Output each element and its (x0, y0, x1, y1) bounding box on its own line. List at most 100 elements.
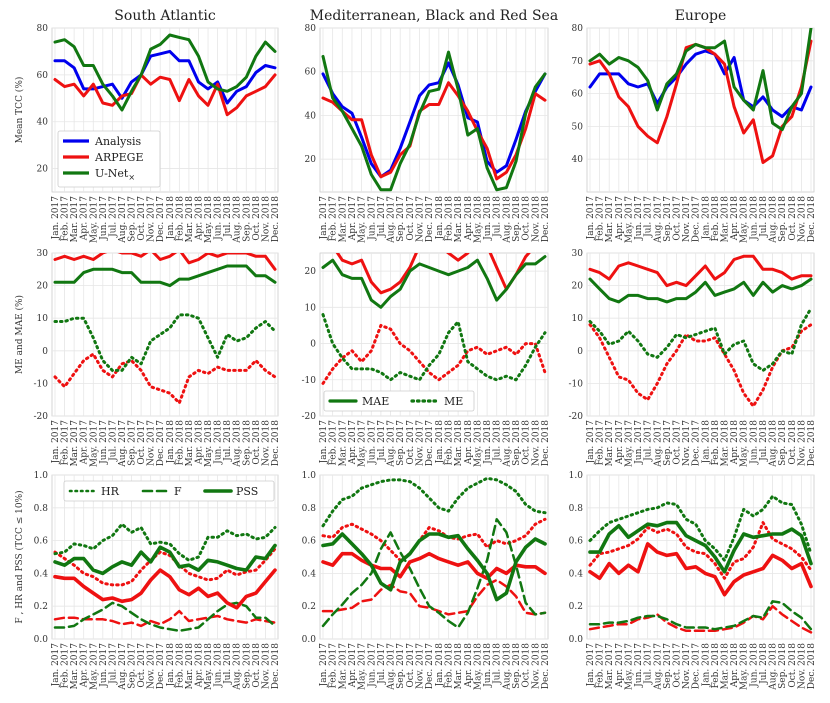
series-line-u-net-pss (53, 543, 277, 576)
y-tick-label: 1.0 (34, 471, 49, 481)
plot-area (51, 474, 279, 640)
x-tick-label: Dec. 2017 (425, 643, 435, 689)
series-line-arpege-hr (53, 547, 277, 587)
series-line-arpege-pss (321, 551, 547, 581)
x-tick-label: Oct. 2018 (788, 196, 798, 241)
x-tick-label: Aug. 2017 (387, 420, 397, 468)
legend-box (323, 390, 475, 412)
x-tick-label: Oct. 2017 (406, 196, 416, 241)
x-tick-label: Jun. 2018 (749, 420, 759, 465)
y-tick-label: 20 (37, 165, 49, 175)
legend-label: F (174, 485, 182, 498)
x-tick-label: Mar. 2017 (338, 420, 348, 467)
x-tick-label: Sep. 2017 (128, 643, 138, 689)
x-tick-label: Dec. 2017 (156, 196, 166, 242)
x-tick-label: Feb. 2017 (329, 643, 339, 689)
x-tick-label: Sep. 2018 (512, 196, 522, 242)
legend-subscript: × (128, 173, 135, 182)
x-tick-label: Oct. 2018 (788, 420, 798, 465)
x-tick-label: Jan. 2017 (51, 643, 61, 688)
y-tick-label: 0 (42, 347, 48, 357)
panel-6: -20 -10 0 10 20 30 Jan. 2017 Feb. 2017 Mar. 2017… (569, 249, 818, 468)
x-tick-label: Nov. 2017 (147, 643, 157, 689)
x-tick-label: Aug. 2017 (653, 196, 663, 244)
x-tick-label: Mar. 2017 (70, 196, 80, 243)
x-tick-label: Dec. 2018 (541, 643, 551, 689)
x-tick-label: Nov. 2018 (531, 420, 541, 466)
x-tick-label: Nov. 2018 (261, 196, 271, 242)
x-tick-label: Feb. 2018 (711, 196, 721, 242)
y-tick-label: 0.4 (569, 569, 584, 579)
x-tick-label: Apr. 2018 (730, 643, 740, 688)
x-tick-label: Aug. 2017 (118, 643, 128, 691)
series-line-arpege-f (53, 609, 277, 628)
x-tick-label: Aug. 2017 (118, 196, 128, 244)
x-tick-label: Apr. 2017 (348, 196, 358, 241)
x-tick-label: Mar. 2018 (454, 643, 464, 690)
x-tick-label: Sep. 2018 (778, 196, 788, 242)
x-tick-label: May. 2017 (624, 196, 634, 243)
y-tick-label: 0.2 (569, 602, 583, 612)
legend-label: Analysis (94, 135, 141, 148)
x-tick-label: May. 2018 (740, 643, 750, 690)
x-tick-label: Feb. 2018 (444, 196, 454, 242)
y-tick-label: 0.0 (34, 635, 49, 645)
series-line-u-net-pss (321, 532, 547, 602)
x-tick-label: Jun. 2017 (367, 420, 377, 465)
y-tick-label: 1.0 (302, 471, 317, 481)
x-tick-label: Jul. 2018 (493, 420, 503, 462)
x-tick-label: Sep. 2017 (663, 196, 673, 242)
x-tick-label: Dec. 2018 (271, 420, 281, 466)
x-tick-label: Sep. 2018 (778, 420, 788, 466)
x-tick-label: Feb. 2018 (711, 420, 721, 466)
x-tick-label: Sep. 2017 (663, 420, 673, 466)
x-tick-label: May. 2018 (204, 643, 214, 690)
x-tick-label: Sep. 2018 (242, 643, 252, 689)
y-tick-label: 20 (305, 267, 317, 277)
legend-label: ME (444, 395, 463, 408)
x-tick-label: Jul. 2018 (223, 643, 233, 685)
x-tick-label: Oct. 2018 (522, 196, 532, 241)
y-tick-label: -20 (569, 412, 584, 422)
y-tick-label: 60 (305, 68, 317, 78)
x-tick-label: Jun. 2018 (214, 196, 224, 241)
x-tick-label: Apr. 2018 (194, 420, 204, 465)
x-tick-label: Jun. 2018 (214, 420, 224, 465)
x-tick-label: Jan. 2018 (435, 643, 445, 688)
y-tick-label: 0 (310, 340, 316, 350)
y-tick-label: 30 (37, 249, 49, 259)
y-tick-label: 0.2 (302, 602, 316, 612)
y-tick-label: 0.8 (34, 504, 49, 514)
x-tick-label: Jun. 2017 (634, 196, 644, 241)
x-tick-label: Feb. 2017 (596, 420, 606, 466)
x-tick-label: Apr. 2017 (615, 196, 625, 241)
series-line-u-net-f (588, 600, 813, 631)
x-tick-label: May. 2017 (624, 643, 634, 690)
series-line-u-net-me (321, 313, 547, 382)
series-line-arpege-f (588, 604, 813, 634)
x-tick-label: Dec. 2017 (692, 643, 702, 689)
x-tick-label: Nov. 2018 (797, 196, 807, 242)
x-tick-label: Jun. 2017 (99, 420, 109, 465)
series-line-arpege-me (588, 323, 813, 408)
x-tick-label: Feb. 2018 (711, 643, 721, 689)
x-tick-label: Nov. 2018 (261, 420, 271, 466)
x-tick-label: Jun. 2017 (634, 420, 644, 465)
series-line-arpege-pss (588, 542, 813, 597)
x-tick-label: Apr. 2018 (194, 196, 204, 241)
y-tick-label: 0.0 (302, 635, 317, 645)
x-tick-label: Jul. 2017 (644, 196, 654, 238)
x-tick-label: Nov. 2017 (416, 643, 426, 689)
series-line-arpege (321, 81, 547, 181)
series-line-arpege (53, 73, 277, 117)
x-tick-label: Sep. 2018 (242, 196, 252, 242)
series-line-u-net-mae (588, 277, 813, 304)
x-tick-label: Jun. 2017 (367, 643, 377, 688)
x-tick-label: Mar. 2018 (185, 420, 195, 467)
y-tick-label: 80 (305, 24, 317, 34)
x-tick-label: Jun. 2018 (483, 420, 493, 465)
